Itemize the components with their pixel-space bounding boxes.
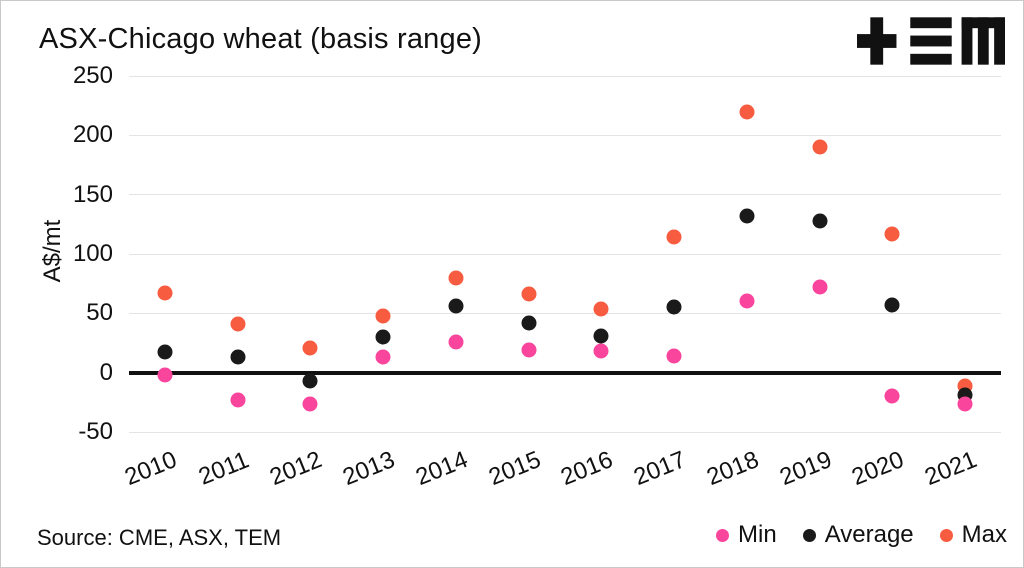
data-point-average [230, 349, 246, 365]
data-point-min [230, 392, 246, 408]
gridline [129, 194, 1001, 196]
y-tick-label: 200 [72, 121, 113, 149]
data-point-min [302, 396, 318, 412]
legend-dot-icon [716, 528, 730, 542]
data-point-average [375, 329, 391, 345]
y-tick-label: 100 [72, 240, 113, 267]
x-tick-label: 2014 [411, 446, 472, 492]
x-tick-label: 2018 [702, 446, 763, 492]
x-tick-label: 2021 [920, 446, 981, 492]
data-point-max [302, 340, 318, 356]
data-point-average [884, 297, 900, 313]
data-point-min [739, 293, 755, 309]
data-point-min [448, 334, 464, 350]
data-point-max [812, 139, 828, 155]
legend-item-max: Max [939, 521, 1007, 549]
data-point-average [157, 344, 173, 360]
data-point-max [884, 226, 900, 242]
x-tick-label: 2019 [775, 446, 836, 492]
data-point-max [593, 301, 609, 317]
y-tick-label: 250 [72, 62, 113, 89]
data-point-max [230, 316, 246, 332]
y-axis-label: A$/mt [39, 219, 66, 283]
source-note: Source: CME, ASX, TEM [37, 525, 282, 550]
x-tick-label: 2011 [194, 446, 253, 491]
data-point-max [739, 104, 755, 120]
x-tick-label: 2015 [484, 446, 545, 492]
data-point-average [593, 328, 609, 344]
zero-line [129, 370, 1001, 375]
data-point-average [739, 208, 755, 224]
gridline [129, 75, 1001, 77]
data-point-max [666, 229, 682, 245]
data-point-max [157, 285, 173, 301]
x-tick-label: 2020 [848, 446, 908, 492]
y-tick-label: 50 [86, 299, 113, 327]
legend-label: Average [824, 521, 914, 548]
legend-dot-icon [939, 528, 953, 542]
gridline [129, 312, 1001, 314]
data-point-max [375, 308, 391, 324]
gridline [129, 431, 1001, 433]
legend-dot-icon [802, 528, 816, 542]
data-point-min [157, 367, 173, 383]
legend-item-average: Average [802, 521, 914, 549]
legend-item-min: Min [716, 521, 777, 549]
x-tick-label: 2013 [339, 446, 399, 492]
data-point-max [448, 270, 464, 286]
data-point-min [375, 349, 391, 365]
data-point-min [666, 348, 682, 364]
data-point-min [593, 343, 609, 359]
legend-label: Min [738, 521, 777, 548]
data-point-min [521, 342, 537, 358]
data-point-min [957, 396, 973, 412]
data-point-max [521, 286, 537, 302]
x-tick-label: 2012 [266, 446, 327, 492]
data-point-min [884, 388, 900, 404]
x-tick-label: 2016 [557, 446, 617, 492]
data-point-min [812, 279, 828, 295]
legend-label: Max [961, 521, 1007, 548]
data-point-average [448, 298, 464, 314]
y-tick-label: -50 [78, 418, 113, 445]
x-tick-label: 2010 [120, 446, 181, 492]
x-tick-label: 2017 [630, 446, 690, 492]
y-tick-label: 150 [72, 180, 113, 208]
gridline [129, 253, 1001, 255]
data-point-average [666, 299, 682, 315]
gridline [129, 134, 1001, 136]
y-tick-label: 0 [99, 358, 113, 386]
data-point-average [812, 213, 828, 229]
legend: Min Average Max [716, 521, 1007, 549]
chart-title: ASX-Chicago wheat (basis range) [39, 23, 483, 55]
tem-logo [857, 17, 1005, 65]
data-point-average [521, 315, 537, 331]
data-point-average [302, 373, 318, 389]
